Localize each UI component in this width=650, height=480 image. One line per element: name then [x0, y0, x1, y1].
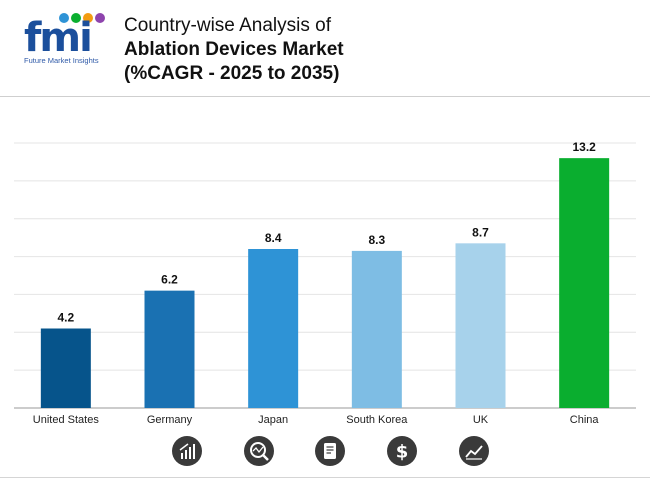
report-icon: [315, 436, 345, 466]
bar-japan: [248, 249, 299, 408]
tick-label-south-korea: South Korea: [346, 414, 408, 426]
bar-chart: 4.2 United States 6.2 Germany 8.4 Japan 8.3 Sou…: [14, 140, 636, 426]
tick-label-china: China: [570, 414, 600, 426]
tick-label-japan: Japan: [258, 414, 288, 426]
dollar-icon: $: [387, 436, 417, 466]
tick-label-united-states: United States: [33, 414, 100, 426]
analysis-icon: [244, 436, 274, 466]
bar-south-korea: [351, 250, 402, 408]
title-line-3: (%CAGR - 2025 to 2035): [124, 63, 340, 84]
bar-uk: [455, 243, 506, 408]
growth-chart-icon: [172, 436, 202, 466]
data-label-china: 13.2: [572, 140, 596, 154]
title-line-2: Ablation Devices Market: [124, 39, 344, 60]
bar-united-states: [40, 328, 91, 408]
data-label-germany: 6.2: [161, 273, 178, 287]
fmi-logo: fmi Future Market Insights: [24, 12, 108, 65]
tick-label-uk: UK: [473, 414, 489, 426]
data-label-uk: 8.7: [472, 225, 489, 239]
header-divider: [0, 96, 650, 97]
tick-label-germany: Germany: [147, 414, 193, 426]
title-line-1: Country-wise Analysis of: [124, 15, 331, 36]
logo-wordmark: fmi: [24, 15, 93, 61]
footer-icon-row: $: [0, 436, 650, 470]
trend-line-icon: [459, 436, 489, 466]
bar-china: [559, 158, 610, 408]
data-label-united-states: 4.2: [57, 311, 74, 325]
header: fmi Future Market Insights Country-wise …: [0, 0, 650, 96]
data-label-japan: 8.4: [265, 231, 282, 245]
logo-dots-icon: [59, 13, 105, 23]
svg-text:$: $: [396, 442, 409, 463]
footer-divider: [0, 477, 650, 478]
data-label-south-korea: 8.3: [368, 233, 385, 247]
bar-germany: [144, 290, 195, 408]
chart-title: Country-wise Analysis of Ablation Device…: [124, 14, 344, 86]
logo-subtitle: Future Market Insights: [24, 56, 99, 65]
